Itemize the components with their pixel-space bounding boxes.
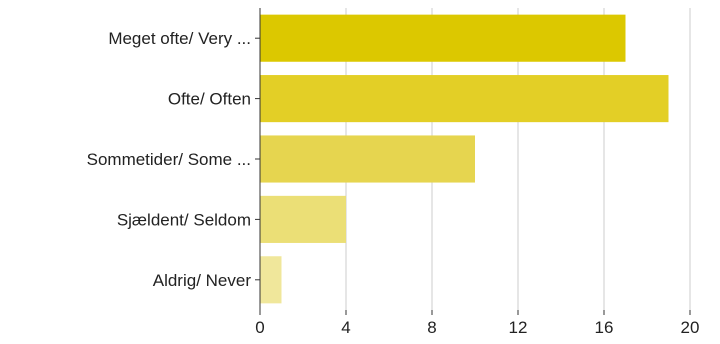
x-tick-label: 12: [509, 318, 528, 337]
bar: [260, 256, 282, 304]
bar: [260, 135, 475, 183]
x-tick-label: 16: [595, 318, 614, 337]
category-labels: Meget ofte/ Very ... Ofte/ Often Sommetide…: [87, 29, 260, 290]
bars: [260, 14, 669, 304]
bar: [260, 75, 669, 123]
bar: [260, 195, 346, 243]
x-tick-label: 0: [255, 318, 264, 337]
x-tick-label: 4: [341, 318, 350, 337]
x-tick-label: 20: [681, 318, 700, 337]
category-label: Meget ofte/ Very ...: [108, 29, 251, 48]
bar: [260, 14, 626, 62]
category-label: Ofte/ Often: [168, 90, 251, 109]
x-tick-label: 8: [427, 318, 436, 337]
x-tick-labels: 0 4 8 12 16 20: [255, 310, 699, 337]
category-label: Sommetider/ Some ...: [87, 150, 251, 169]
category-label: Aldrig/ Never: [153, 271, 252, 290]
category-label: Sjældent/ Seldom: [117, 210, 251, 229]
